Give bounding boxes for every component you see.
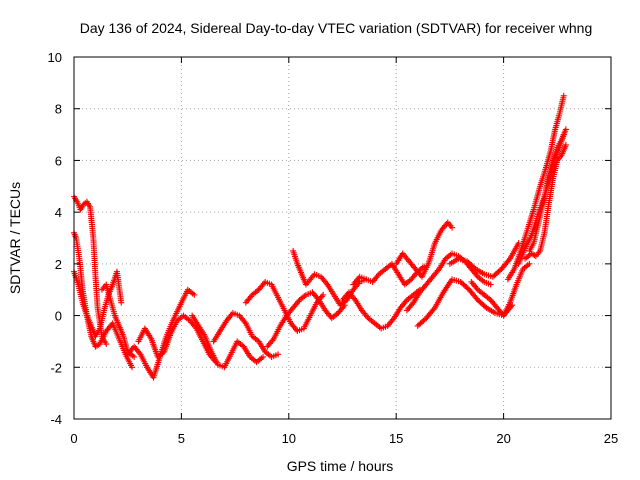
data-point (460, 281, 467, 288)
data-point (466, 260, 473, 267)
data-point (417, 320, 424, 327)
data-point (416, 321, 423, 328)
data-point (191, 291, 198, 298)
series-arc-13 (350, 260, 428, 288)
y-tick-label: 8 (55, 102, 62, 117)
data-point (481, 303, 488, 310)
series-arc-12 (339, 286, 423, 332)
data-point (418, 319, 425, 326)
series-arc-7 (189, 312, 267, 371)
data-point (489, 273, 496, 280)
data-point (526, 260, 533, 267)
data-point (497, 267, 504, 274)
data-point (260, 353, 267, 360)
series-arc-9 (242, 278, 327, 335)
data-point (103, 341, 110, 348)
data-point (449, 224, 456, 231)
series-arc-22 (526, 131, 567, 254)
data-point (420, 317, 427, 324)
data-point (465, 259, 472, 266)
data-point (461, 282, 468, 289)
data-point (477, 299, 484, 306)
series-arc-17 (446, 240, 522, 280)
data-point (531, 252, 538, 259)
data-point (495, 268, 502, 275)
data-point (457, 278, 464, 285)
data-point (464, 258, 471, 265)
data-point (131, 353, 138, 360)
x-tick-label: 0 (70, 431, 77, 446)
series-arc-8 (210, 309, 282, 360)
grid (74, 57, 611, 419)
y-axis-label: SDTVAR / TECUs (7, 182, 23, 294)
x-axis-label: GPS time / hours (287, 458, 394, 474)
axis-ticks: 0 5 10 15 20 25 -4 -2 0 2 4 6 8 10 (48, 50, 619, 446)
chart-title: Day 136 of 2024, Sidereal Day-to-day VTE… (80, 20, 593, 36)
data-point (468, 262, 475, 269)
series-arc-5 (124, 286, 198, 381)
data-point (275, 351, 282, 358)
data-point (487, 281, 494, 288)
data-point (414, 322, 421, 329)
y-tick-label: 6 (55, 153, 62, 168)
series-arc-2 (71, 229, 135, 371)
x-tick-label: 5 (178, 431, 185, 446)
data-point (479, 300, 486, 307)
series-arc-4 (98, 281, 138, 360)
data-point (560, 92, 567, 99)
y-tick-label: 4 (55, 205, 62, 220)
data-point (476, 298, 483, 305)
data-point (480, 302, 487, 309)
data-point (118, 299, 125, 306)
data-point (494, 269, 501, 276)
series-arc-15 (403, 250, 494, 314)
series-arc-14 (393, 219, 456, 280)
y-tick-label: 10 (48, 50, 62, 65)
data-point (562, 141, 569, 148)
series-arc-19 (504, 92, 567, 283)
data-point (421, 316, 428, 323)
data-point (463, 284, 470, 291)
series-arc-21 (522, 141, 569, 262)
series-arc-10 (264, 289, 348, 350)
y-tick-label: 2 (55, 257, 62, 272)
y-tick-label: -2 (50, 360, 62, 375)
series-arc-16 (414, 276, 516, 329)
data-point (560, 131, 567, 138)
x-tick-label: 20 (496, 431, 510, 446)
data-point (562, 126, 569, 133)
series-arc-18 (468, 260, 533, 319)
series-layer (71, 92, 569, 381)
data-point (474, 297, 481, 304)
y-tick-label: 0 (55, 309, 62, 324)
data-point (491, 272, 498, 279)
x-tick-label: 25 (604, 431, 618, 446)
plot-frame (73, 56, 612, 420)
data-point (471, 264, 478, 271)
data-point (459, 280, 466, 287)
data-point (464, 285, 471, 292)
data-point (492, 271, 499, 278)
x-tick-label: 15 (389, 431, 403, 446)
data-point (320, 291, 327, 298)
data-point (469, 263, 476, 270)
data-point (128, 364, 135, 371)
x-tick-label: 10 (282, 431, 296, 446)
y-tick-label: -4 (50, 412, 62, 427)
